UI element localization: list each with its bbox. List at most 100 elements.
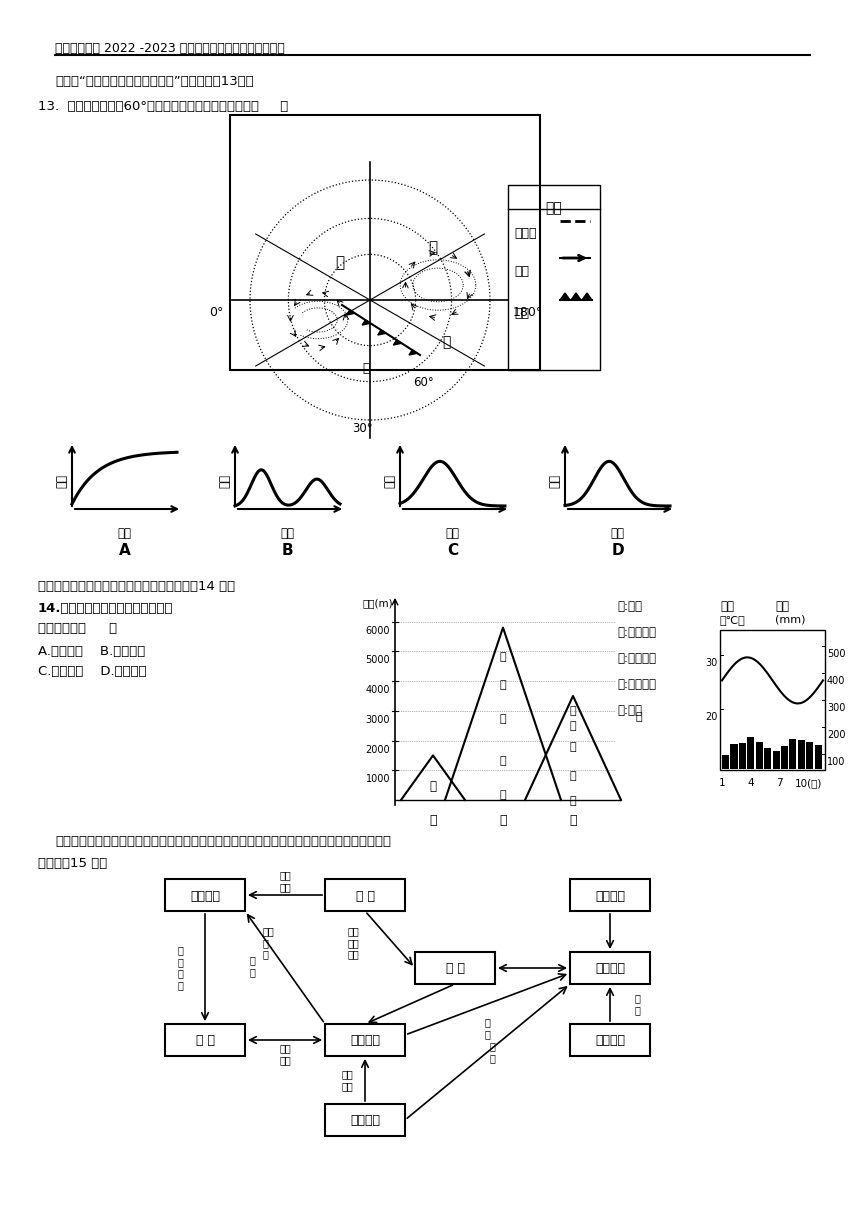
- Text: 甲: 甲: [569, 795, 576, 806]
- Text: 气温: 气温: [720, 600, 734, 613]
- Text: 生产中心: 生产中心: [595, 963, 625, 976]
- Text: B: B: [282, 543, 293, 558]
- Text: 本地配件: 本地配件: [595, 1034, 625, 1048]
- Text: 下图为南美洲三座山脉植被分布图。读图回等14 题。: 下图为南美洲三座山脉植被分布图。读图回等14 题。: [38, 580, 235, 592]
- Text: 等压线: 等压线: [514, 227, 537, 240]
- Text: 丙: 丙: [569, 815, 577, 827]
- Text: 经度: 经度: [280, 527, 294, 540]
- Text: D: D: [611, 543, 623, 558]
- Text: 天津益中学校 2022 -2023 学年度高三年级高考模拟考试卷: 天津益中学校 2022 -2023 学年度高三年级高考模拟考试卷: [55, 42, 285, 55]
- Polygon shape: [362, 320, 371, 325]
- Bar: [764, 748, 771, 768]
- Text: 供货
调货: 供货 调货: [280, 870, 291, 892]
- Text: C.迎风背风    D.距海远近: C.迎风背风 D.距海远近: [38, 665, 146, 677]
- Bar: [230, 115, 540, 370]
- Bar: [798, 741, 805, 768]
- Text: 风向: 风向: [514, 265, 529, 278]
- Text: 丙:稀疏林地: 丙:稀疏林地: [617, 652, 656, 665]
- Text: 丁: 丁: [500, 680, 507, 690]
- Text: 读图回等15 题。: 读图回等15 题。: [38, 857, 108, 870]
- Text: 甲: 甲: [500, 815, 507, 827]
- Bar: [325, 1104, 405, 1136]
- Bar: [720, 630, 825, 770]
- Text: 订
单: 订 单: [250, 955, 256, 977]
- Bar: [730, 743, 738, 768]
- Text: 丙: 丙: [428, 240, 437, 255]
- Text: 戊: 戊: [635, 713, 642, 722]
- Text: A: A: [119, 543, 131, 558]
- Bar: [747, 737, 754, 768]
- Text: 甲: 甲: [429, 781, 437, 793]
- Bar: [789, 738, 796, 768]
- Polygon shape: [347, 310, 355, 316]
- Text: 数
量: 数 量: [484, 1017, 490, 1039]
- Text: A.海拔高低    B.纬度高低: A.海拔高低 B.纬度高低: [38, 645, 145, 658]
- Text: 经度: 经度: [118, 527, 132, 540]
- Text: 设
计: 设 计: [635, 993, 641, 1015]
- Text: 戊:冰雪: 戊:冰雪: [617, 704, 642, 717]
- Text: 丙: 丙: [500, 714, 507, 725]
- Text: 乙: 乙: [362, 362, 370, 375]
- Text: （℃）: （℃）: [720, 615, 746, 625]
- Text: 配送中心: 配送中心: [190, 890, 220, 902]
- Polygon shape: [571, 293, 581, 300]
- Bar: [772, 751, 780, 768]
- Text: 180°: 180°: [513, 306, 543, 319]
- Text: 订单
信
息: 订单 信 息: [263, 926, 274, 959]
- Text: 气压: 气压: [384, 473, 396, 488]
- Text: 乙:高山森林: 乙:高山森林: [617, 626, 656, 639]
- Polygon shape: [582, 293, 592, 300]
- Text: 目前，网络购物已经成为不少人的购物选择。下图为小米公司的电子产品生产、销售流程简图，: 目前，网络购物已经成为不少人的购物选择。下图为小米公司的电子产品生产、销售流程简…: [55, 835, 391, 849]
- Bar: [739, 743, 746, 768]
- Text: 30°: 30°: [352, 422, 372, 435]
- Text: 甲: 甲: [429, 815, 437, 827]
- Text: 丁: 丁: [569, 721, 576, 731]
- Text: 14.造成这三座山脉植被分布差异的: 14.造成这三座山脉植被分布差异的: [38, 602, 174, 615]
- Bar: [165, 879, 245, 910]
- Polygon shape: [409, 350, 417, 354]
- Text: 买 家: 买 家: [195, 1034, 214, 1048]
- Text: 甲: 甲: [335, 255, 344, 270]
- Polygon shape: [393, 340, 402, 345]
- Text: 产 品: 产 品: [445, 963, 464, 976]
- Text: 高度(m): 高度(m): [362, 599, 393, 608]
- Text: 4000: 4000: [366, 685, 390, 696]
- Text: 主要因素是（     ）: 主要因素是（ ）: [38, 622, 117, 635]
- Text: 30: 30: [706, 658, 718, 668]
- Text: 外来配件: 外来配件: [595, 890, 625, 902]
- Bar: [325, 879, 405, 910]
- Text: 60°: 60°: [413, 375, 433, 388]
- Text: 图例: 图例: [545, 202, 562, 215]
- Text: 物
流
配
送: 物 流 配 送: [177, 946, 183, 989]
- Text: 经度: 经度: [611, 527, 624, 540]
- Text: 戊: 戊: [569, 707, 576, 716]
- Text: (mm): (mm): [775, 615, 806, 625]
- Text: 300: 300: [827, 703, 845, 713]
- Text: 6000: 6000: [366, 625, 390, 636]
- Text: 3000: 3000: [366, 715, 390, 725]
- Text: 7: 7: [777, 778, 783, 788]
- Text: 丁: 丁: [442, 335, 451, 348]
- Text: 丙: 丙: [569, 742, 576, 751]
- Bar: [570, 1023, 650, 1056]
- Text: 2000: 2000: [366, 744, 390, 755]
- Text: 更
新: 更 新: [489, 1042, 495, 1062]
- Text: C: C: [447, 543, 458, 558]
- Polygon shape: [378, 330, 386, 335]
- Text: 0°: 0°: [209, 306, 224, 319]
- Text: 13.  下图正确反映恠60°纬线，从甲到乙的天气变化是（     ）: 13. 下图正确反映恠60°纬线，从甲到乙的天气变化是（ ）: [38, 100, 288, 113]
- Bar: [814, 745, 822, 768]
- Bar: [570, 879, 650, 910]
- Text: 400: 400: [827, 676, 845, 686]
- Text: 戊: 戊: [500, 652, 507, 663]
- Text: 监管
反馈: 监管 反馈: [341, 1070, 353, 1091]
- Text: 100: 100: [827, 756, 845, 767]
- Bar: [415, 952, 495, 985]
- Text: 降水: 降水: [218, 473, 231, 488]
- Text: 公司总部: 公司总部: [350, 1114, 380, 1128]
- Text: 20: 20: [705, 713, 718, 722]
- Text: 丁:苔韩草原: 丁:苔韩草原: [617, 677, 656, 691]
- Bar: [165, 1023, 245, 1056]
- Text: 仓 储: 仓 储: [355, 890, 374, 902]
- Text: 经度: 经度: [445, 527, 459, 540]
